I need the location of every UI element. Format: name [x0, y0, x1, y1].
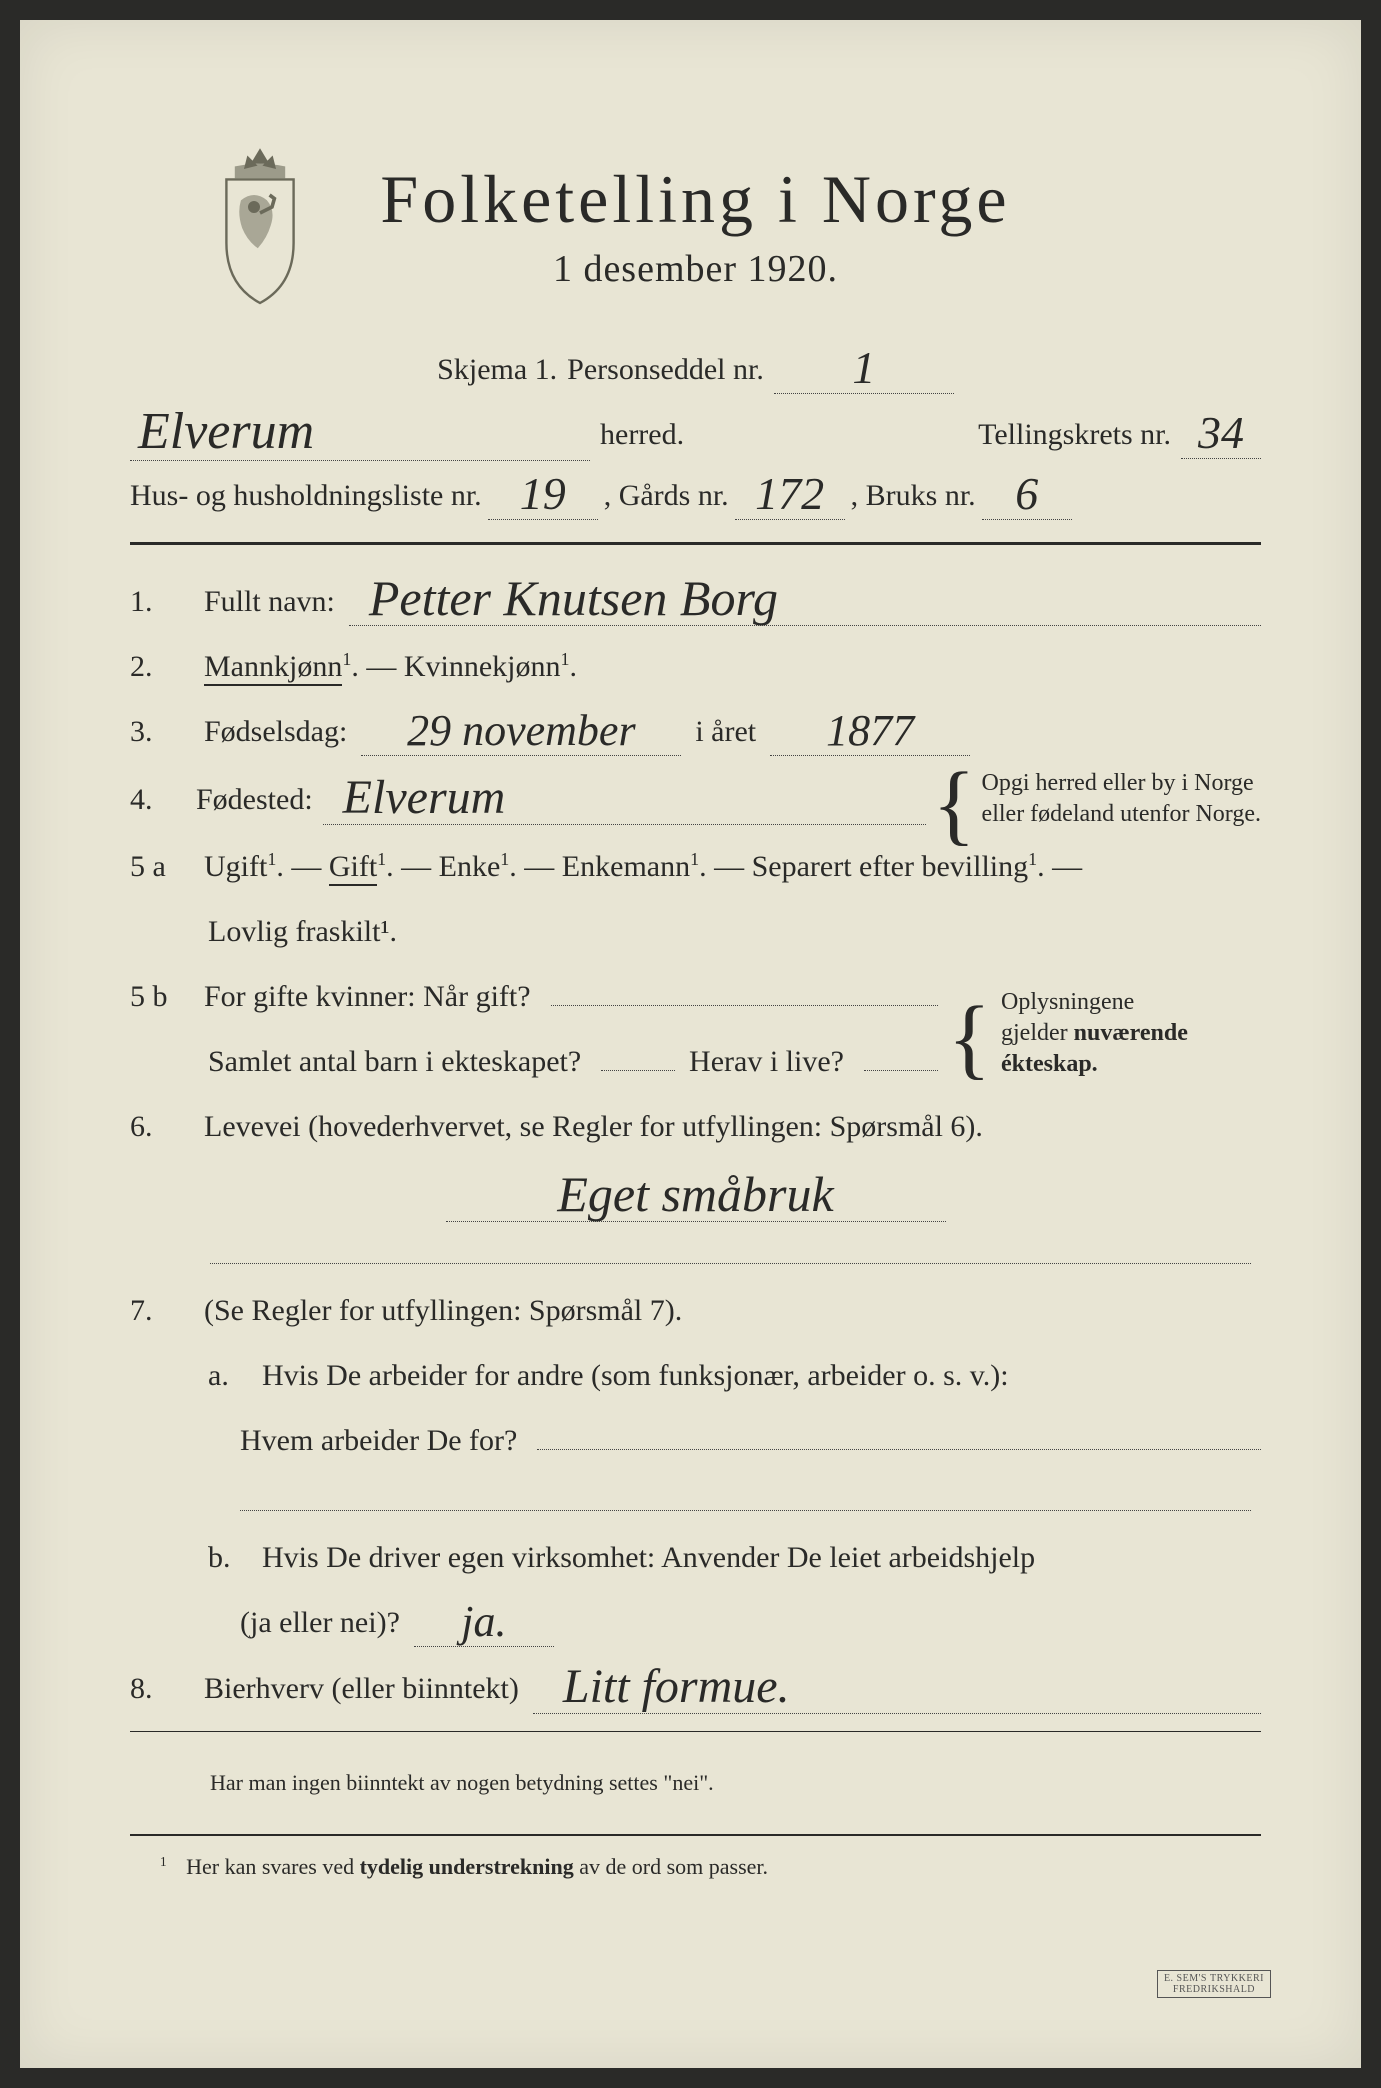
question-1: 1. Fullt navn: Petter Knutsen Borg — [130, 569, 1261, 630]
bruks-label: , Bruks nr. — [851, 467, 976, 524]
q7a-blank-line — [240, 1477, 1251, 1511]
row-herred: Elverum herred. Tellingskrets nr. 34 — [130, 402, 1261, 463]
q7a-label: a. — [208, 1347, 248, 1404]
question-5b: 5 b For gifte kvinner: Når gift? Samlet … — [130, 968, 1261, 1098]
herred-label: herred. — [600, 406, 684, 463]
q3-label: Fødselsdag: — [204, 703, 347, 760]
q3-day: 29 november — [361, 709, 681, 756]
q7b-label: b. — [208, 1529, 248, 1586]
question-7a-line2: Hvem arbeider De for? — [130, 1412, 1261, 1469]
bruks-nr: 6 — [982, 471, 1072, 520]
q5a-options2: Lovlig fraskilt¹. — [208, 903, 1261, 960]
q8-value: Litt formue. — [533, 1663, 1261, 1714]
q3-year-label: i året — [695, 703, 756, 760]
question-6: 6. Levevei (hovederhvervet, se Regler fo… — [130, 1098, 1261, 1155]
q2-mann: Mannkjønn — [204, 650, 342, 686]
q2-num: 2. — [130, 638, 190, 695]
footnote-1: Har man ingen biinntekt av nogen betydni… — [130, 1762, 1261, 1804]
q1-value: Petter Knutsen Borg — [349, 573, 1261, 626]
q6-value-row: Eget småbruk — [210, 1165, 1181, 1226]
q8-label: Bierhverv (eller biinntekt) — [204, 1660, 519, 1717]
q5a-num: 5 a — [130, 838, 190, 895]
q7a-fill — [537, 1420, 1261, 1450]
q4-note: Opgi herred eller by i Norge eller fødel… — [982, 768, 1261, 830]
q6-blank-line — [210, 1230, 1251, 1264]
question-8: 8. Bierhverv (eller biinntekt) Litt form… — [130, 1659, 1261, 1717]
census-form-page: Folketelling i Norge 1 desember 1920. Sk… — [20, 20, 1361, 2068]
footnote-2: 1 Her kan svares ved tydelig understrekn… — [130, 1846, 1261, 1888]
personseddel-nr: 1 — [774, 345, 954, 394]
q7b-text1: Hvis De driver egen virksomhet: Anvender… — [262, 1529, 1261, 1586]
q3-year: 1877 — [770, 709, 970, 756]
q7a-text1: Hvis De arbeider for andre (som funksjon… — [262, 1347, 1261, 1404]
row-skjema: Skjema 1. Personseddel nr. 1 — [130, 341, 1261, 398]
q5a-options: Ugift1. — Gift1. — Enke1. — Enkemann1. —… — [204, 838, 1261, 895]
tellingskrets-nr: 34 — [1181, 410, 1261, 459]
gards-nr: 172 — [735, 471, 845, 520]
q2-text: Mannkjønn1. — Kvinnekjønn1. — [204, 638, 1261, 695]
q8-num: 8. — [130, 1660, 190, 1717]
q3-num: 3. — [130, 703, 190, 760]
printer-stamp: E. SEM'S TRYKKERIFREDRIKSHALD — [1157, 1970, 1271, 1998]
question-7a: a. Hvis De arbeider for andre (som funks… — [130, 1347, 1261, 1404]
q4-value: Elverum — [323, 774, 927, 825]
q7-label: (Se Regler for utfyllingen: Spørsmål 7). — [204, 1282, 1261, 1339]
question-5a-line2: Lovlig fraskilt¹. — [130, 903, 1261, 960]
q7b-value: ja. — [414, 1600, 554, 1647]
tellingskrets-label: Tellingskrets nr. — [978, 406, 1171, 463]
q5b-num: 5 b — [130, 968, 190, 1025]
q5b-line2b: Herav i live? — [689, 1033, 844, 1090]
personseddel-label: Personseddel nr. — [567, 341, 764, 398]
skjema-label: Skjema 1. — [437, 341, 557, 398]
q7a-text2: Hvem arbeider De for? — [240, 1412, 517, 1469]
husliste-nr: 19 — [488, 471, 598, 520]
question-7b: b. Hvis De driver egen virksomhet: Anven… — [130, 1529, 1261, 1586]
q4-label: Fødested: — [196, 771, 313, 828]
form-body: Skjema 1. Personseddel nr. 1 Elverum her… — [130, 341, 1261, 1888]
gards-label: , Gårds nr. — [604, 467, 729, 524]
husliste-label: Hus- og husholdningsliste nr. — [130, 467, 482, 524]
q6-value: Eget småbruk — [446, 1169, 946, 1222]
q1-num: 1. — [130, 573, 190, 630]
q5b-fill1 — [551, 976, 938, 1006]
footer-rule — [130, 1834, 1261, 1836]
q4-num: 4. — [130, 771, 190, 828]
herred-value: Elverum — [130, 406, 590, 461]
q1-label: Fullt navn: — [204, 573, 335, 630]
q2-kvinne: Kvinnekjønn — [404, 650, 561, 683]
question-5a: 5 a Ugift1. — Gift1. — Enke1. — Enkemann… — [130, 838, 1261, 895]
q5b-line2a: Samlet antal barn i ekteskapet? — [208, 1033, 581, 1090]
q5b-fill3 — [864, 1041, 938, 1071]
row-husliste: Hus- og husholdningsliste nr. 19 , Gårds… — [130, 467, 1261, 524]
norway-coat-of-arms-icon — [200, 140, 320, 310]
q6-label: Levevei (hovederhvervet, se Regler for u… — [204, 1098, 1261, 1155]
q5b-line1: For gifte kvinner: Når gift? — [204, 968, 531, 1025]
q7b-text2: (ja eller nei)? — [240, 1594, 400, 1651]
question-3: 3. Fødselsdag: 29 november i året 1877 — [130, 703, 1261, 760]
question-2: 2. Mannkjønn1. — Kvinnekjønn1. — [130, 638, 1261, 695]
question-7: 7. (Se Regler for utfyllingen: Spørsmål … — [130, 1282, 1261, 1339]
q5b-fill2 — [601, 1041, 675, 1071]
q6-num: 6. — [130, 1098, 190, 1155]
question-4: 4. Fødested: Elverum { Opgi herred eller… — [130, 768, 1261, 830]
question-7b-line2: (ja eller nei)? ja. — [130, 1594, 1261, 1651]
document-header: Folketelling i Norge 1 desember 1920. — [130, 160, 1261, 291]
divider-thick — [130, 542, 1261, 545]
divider-thin — [130, 1731, 1261, 1732]
q5b-note: Oplysningene gjelder nuværende ékteskap. — [1001, 987, 1261, 1081]
q7-num: 7. — [130, 1282, 190, 1339]
